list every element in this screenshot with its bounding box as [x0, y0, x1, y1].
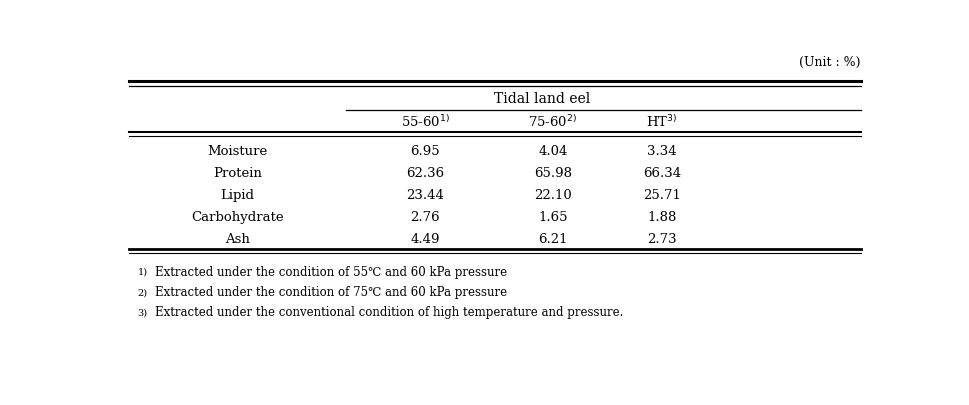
Text: 6.21: 6.21 [538, 232, 568, 245]
Text: 1.65: 1.65 [538, 210, 568, 223]
Text: 62.36: 62.36 [406, 166, 445, 179]
Text: Carbohydrate: Carbohydrate [191, 210, 284, 223]
Text: 4.04: 4.04 [538, 145, 568, 158]
Text: 25.71: 25.71 [642, 188, 681, 201]
Text: (Unit : %): (Unit : %) [799, 56, 860, 69]
Text: 75-60$^{2)}$: 75-60$^{2)}$ [528, 114, 578, 130]
Text: 66.34: 66.34 [642, 166, 681, 179]
Text: Extracted under the condition of 55℃ and 60 kPa pressure: Extracted under the condition of 55℃ and… [155, 265, 507, 278]
Text: 6.95: 6.95 [411, 145, 440, 158]
Text: Extracted under the conventional condition of high temperature and pressure.: Extracted under the conventional conditi… [155, 306, 623, 319]
Text: Tidal land eel: Tidal land eel [493, 92, 590, 106]
Text: 4.49: 4.49 [411, 232, 440, 245]
Text: Extracted under the condition of 75℃ and 60 kPa pressure: Extracted under the condition of 75℃ and… [155, 286, 507, 298]
Text: Lipid: Lipid [221, 188, 255, 201]
Text: 3): 3) [138, 308, 147, 317]
Text: 1.88: 1.88 [647, 210, 676, 223]
Text: 55-60$^{1)}$: 55-60$^{1)}$ [401, 114, 450, 130]
Text: 22.10: 22.10 [534, 188, 572, 201]
Text: Moisture: Moisture [207, 145, 267, 158]
Text: Protein: Protein [213, 166, 262, 179]
Text: 3.34: 3.34 [647, 145, 676, 158]
Text: 23.44: 23.44 [406, 188, 444, 201]
Text: 2.76: 2.76 [411, 210, 440, 223]
Text: 2): 2) [138, 288, 147, 296]
Text: Ash: Ash [225, 232, 250, 245]
Text: HT$^{3)}$: HT$^{3)}$ [646, 114, 677, 130]
Text: 65.98: 65.98 [534, 166, 572, 179]
Text: 1): 1) [138, 267, 147, 276]
Text: 2.73: 2.73 [647, 232, 676, 245]
